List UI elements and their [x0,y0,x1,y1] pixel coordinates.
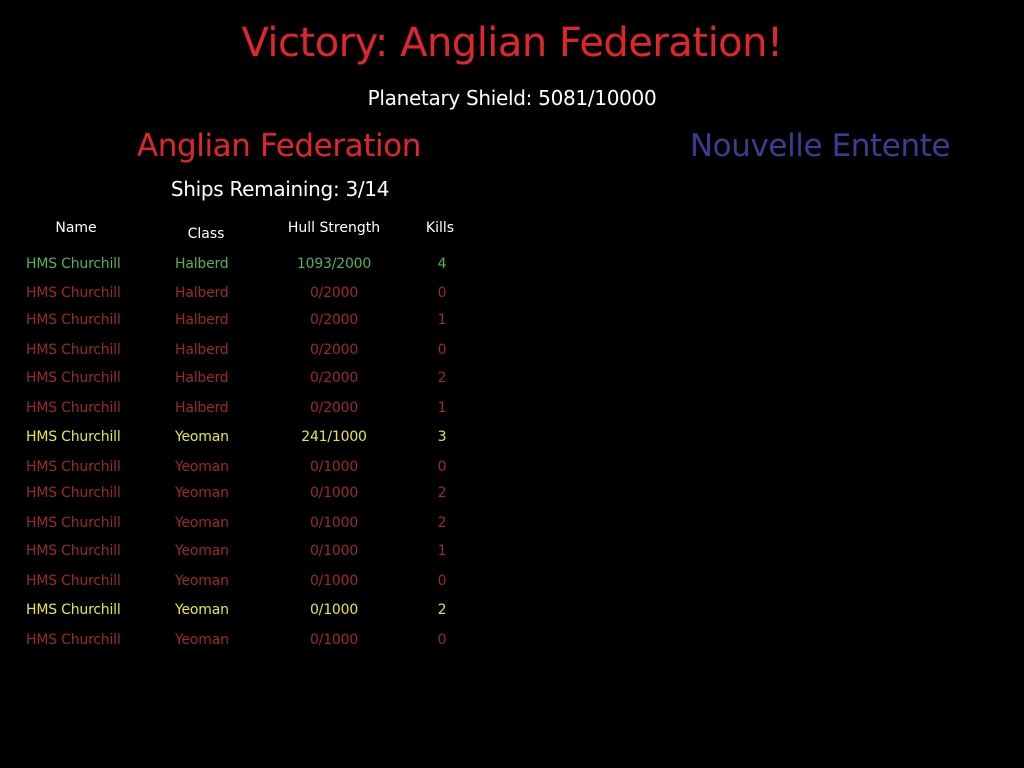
ship-kills: 1 [437,543,447,559]
ship-class: Halberd [175,400,229,416]
ship-kills: 2 [437,515,447,531]
ship-class: Yeoman [175,543,229,559]
ship-hull-strength: 0/2000 [309,285,359,301]
ship-class: Halberd [175,342,229,358]
ship-hull-strength: 0/1000 [309,602,359,618]
ship-row: HMS Churchill Yeoman 0/1000 0 [0,459,520,479]
ship-row: HMS Churchill Yeoman 0/1000 1 [0,543,520,563]
ship-name: HMS Churchill [26,400,121,416]
ship-class: Yeoman [175,515,229,531]
ship-kills: 0 [437,285,447,301]
ship-row: HMS Churchill Yeoman 0/1000 0 [0,632,520,652]
ship-kills: 3 [437,429,447,445]
ship-row: HMS Churchill Yeoman 0/1000 2 [0,485,520,505]
ship-class: Yeoman [175,602,229,618]
ship-hull-strength: 0/1000 [309,515,359,531]
ship-kills: 2 [437,370,447,386]
victory-title: Victory: Anglian Federation! [241,20,783,66]
ship-kills: 0 [437,632,447,648]
ship-class: Halberd [175,256,229,272]
ship-row: HMS Churchill Yeoman 0/1000 0 [0,573,520,593]
ship-hull-strength: 0/2000 [309,370,359,386]
ship-hull-strength: 0/1000 [309,485,359,501]
ship-class: Halberd [175,312,229,328]
ship-row: HMS Churchill Halberd 0/2000 1 [0,400,520,420]
ship-kills: 1 [437,312,447,328]
ship-kills: 4 [437,256,447,272]
ship-name: HMS Churchill [26,543,121,559]
ship-name: HMS Churchill [26,256,121,272]
column-header-kills: Kills [425,220,455,236]
column-header-name: Name [55,220,97,236]
ship-hull-strength: 0/1000 [309,459,359,475]
ship-name: HMS Churchill [26,370,121,386]
column-header-class: Class [187,226,225,242]
ship-class: Yeoman [175,485,229,501]
ship-class: Halberd [175,285,229,301]
faction-title-right: Nouvelle Entente [689,128,951,164]
ship-class: Yeoman [175,632,229,648]
ship-class: Yeoman [175,573,229,589]
ship-class: Yeoman [175,429,229,445]
ship-hull-strength: 1093/2000 [296,256,372,272]
ship-row: HMS Churchill Yeoman 241/1000 3 [0,429,520,449]
ships-remaining: Ships Remaining: 3/14 [170,177,390,201]
ship-name: HMS Churchill [26,342,121,358]
ship-hull-strength: 0/2000 [309,400,359,416]
ship-name: HMS Churchill [26,602,121,618]
ship-hull-strength: 0/2000 [309,312,359,328]
ship-kills: 0 [437,459,447,475]
ship-hull-strength: 0/1000 [309,573,359,589]
ship-hull-strength: 0/1000 [309,632,359,648]
planetary-shield-status: Planetary Shield: 5081/10000 [367,86,657,110]
ship-class: Halberd [175,370,229,386]
ship-name: HMS Churchill [26,632,121,648]
ship-row: HMS Churchill Halberd 0/2000 2 [0,370,520,390]
ship-name: HMS Churchill [26,285,121,301]
ship-name: HMS Churchill [26,312,121,328]
ship-row: HMS Churchill Halberd 1093/2000 4 [0,256,520,276]
ship-hull-strength: 241/1000 [301,429,367,445]
ship-name: HMS Churchill [26,573,121,589]
ship-name: HMS Churchill [26,485,121,501]
ship-row: HMS Churchill Halberd 0/2000 0 [0,285,520,305]
ship-class: Yeoman [175,459,229,475]
ship-hull-strength: 0/1000 [309,543,359,559]
ship-kills: 2 [437,602,447,618]
ship-kills: 2 [437,485,447,501]
ship-kills: 1 [437,400,447,416]
column-header-hull-strength: Hull Strength [287,220,381,236]
ship-name: HMS Churchill [26,515,121,531]
ship-name: HMS Churchill [26,459,121,475]
ship-row: HMS Churchill Halberd 0/2000 1 [0,312,520,332]
ship-hull-strength: 0/2000 [309,342,359,358]
ship-row: HMS Churchill Yeoman 0/1000 2 [0,602,520,622]
ship-row: HMS Churchill Halberd 0/2000 0 [0,342,520,362]
faction-title-left: Anglian Federation [136,128,422,164]
ship-name: HMS Churchill [26,429,121,445]
ship-row: HMS Churchill Yeoman 0/1000 2 [0,515,520,535]
ship-kills: 0 [437,342,447,358]
ship-kills: 0 [437,573,447,589]
